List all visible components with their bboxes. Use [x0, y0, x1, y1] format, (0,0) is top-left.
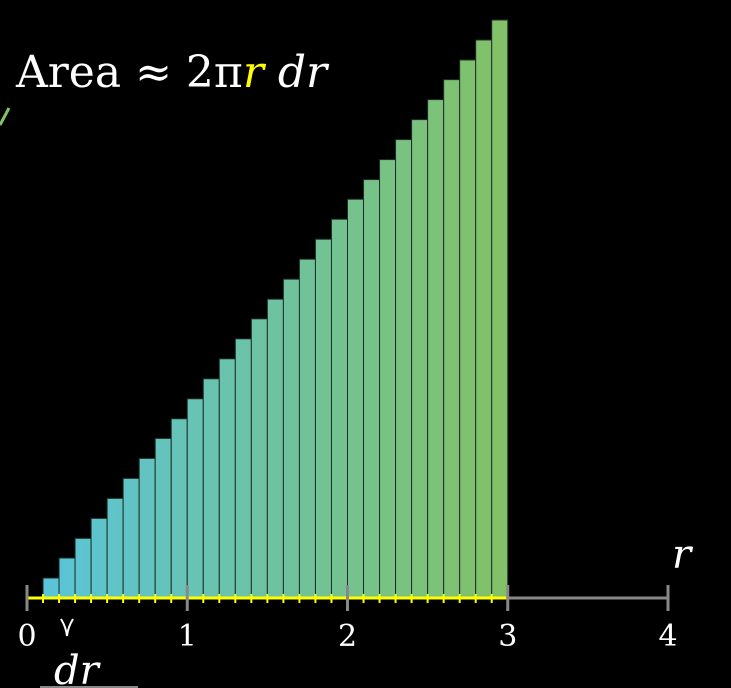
x-axis-label: r — [672, 532, 694, 578]
x-tick-label: 0 — [17, 619, 36, 654]
x-tick-labels: 0 1 2 3 4 — [17, 619, 677, 654]
title-variable: r — [243, 47, 267, 98]
left-edge-stroke — [0, 107, 11, 126]
bar-14 — [250, 318, 268, 599]
bar-12 — [218, 358, 236, 599]
title-suffix: dr — [264, 47, 330, 98]
title-prefix: Area ≈ 2π — [15, 47, 243, 98]
x-tick-label: 1 — [178, 619, 197, 654]
bar-15 — [266, 298, 284, 599]
bar-3 — [74, 537, 92, 599]
dr-label: dr — [54, 648, 102, 688]
bar-27 — [459, 59, 477, 599]
bar-29 — [491, 19, 509, 599]
bar-1 — [42, 577, 60, 599]
bar-23 — [395, 139, 413, 599]
bar-13 — [234, 338, 252, 599]
bar-22 — [379, 159, 397, 599]
bar-19 — [330, 218, 349, 599]
bar-18 — [314, 238, 332, 599]
bar-21 — [363, 179, 381, 599]
bar-6 — [122, 477, 140, 599]
bar-28 — [475, 39, 493, 599]
x-axis — [25, 585, 670, 611]
bar-2 — [58, 557, 76, 599]
bar-17 — [298, 258, 316, 599]
bar-9 — [170, 418, 188, 599]
bar-7 — [138, 457, 156, 599]
bar-25 — [427, 99, 445, 599]
x-tick-label: 4 — [658, 619, 677, 654]
bar-10 — [186, 398, 204, 599]
dr-brace — [60, 618, 74, 637]
bar-5 — [106, 497, 124, 599]
bar-4 — [90, 517, 108, 599]
bar-20 — [347, 198, 365, 599]
x-tick-label: 2 — [338, 619, 357, 654]
bar-8 — [154, 437, 172, 599]
x-tick-label: 3 — [498, 619, 517, 654]
bar-11 — [202, 378, 220, 599]
bar-24 — [411, 119, 429, 599]
bars-group — [42, 19, 509, 599]
bar-26 — [443, 79, 461, 599]
bar-16 — [282, 278, 300, 599]
chart-title: Area ≈ 2πr dr — [15, 47, 330, 98]
